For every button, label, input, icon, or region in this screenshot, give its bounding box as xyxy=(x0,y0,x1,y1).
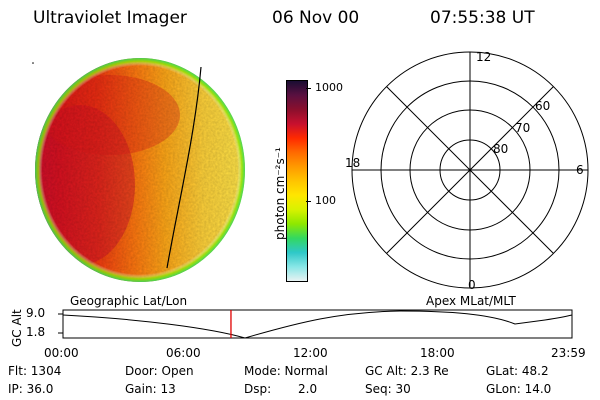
lat-label-80: 80 xyxy=(493,142,508,156)
info-gcalt: GC Alt: 2.3 Re xyxy=(365,364,449,378)
info-ip: IP: 36.0 xyxy=(8,382,54,396)
timeline-right-title: Apex MLat/MLT xyxy=(426,294,516,308)
info-dsp-value: 2.0 xyxy=(298,382,318,396)
info-door: Door: Open xyxy=(125,364,194,378)
mlt-label-0: 0 xyxy=(468,278,476,292)
observation-time: 07:55:38 UT xyxy=(430,8,535,28)
auroral-image xyxy=(32,58,245,282)
info-glat: GLat: 48.2 xyxy=(486,364,549,378)
timeline-ytick-1_8: 1.8 xyxy=(26,325,46,339)
terminator-line xyxy=(166,66,202,269)
colorbar-label-100: 100 xyxy=(315,194,336,207)
info-seq: Seq: 30 xyxy=(365,382,411,396)
instrument-title: Ultraviolet Imager xyxy=(33,8,187,28)
timeline-xtick-3: 18:00 xyxy=(420,346,455,360)
mlt-label-6: 6 xyxy=(576,163,584,177)
info-mode: Mode: Normal xyxy=(244,364,328,378)
polar-grid: 12 6 0 18 60 70 80 xyxy=(345,50,589,292)
info-glon: GLon: 14.0 xyxy=(486,382,552,396)
info-gain: Gain: 13 xyxy=(125,382,176,396)
colorbar xyxy=(286,80,308,282)
timeline-ytick-9: 9.0 xyxy=(26,306,46,320)
timeline-frame xyxy=(62,309,573,339)
altitude-timeline xyxy=(58,309,573,339)
timeline-xtick-1: 06:00 xyxy=(166,346,201,360)
mlt-label-18: 18 xyxy=(345,156,360,170)
timeline-xtick-4: 23:59 xyxy=(551,346,586,360)
lat-label-70: 70 xyxy=(515,121,530,135)
timeline-xtick-2: 12:00 xyxy=(293,346,328,360)
mlt-label-12: 12 xyxy=(476,50,491,64)
info-flt: Flt: 1304 xyxy=(8,364,62,378)
timeline-left-title: Geographic Lat/Lon xyxy=(70,294,188,308)
timeline-xtick-0: 00:00 xyxy=(44,346,79,360)
colorbar-label-1000: 1000 xyxy=(315,81,343,94)
colorbar-tick-100 xyxy=(306,201,311,202)
altitude-curve xyxy=(62,310,573,339)
observation-date: 06 Nov 00 xyxy=(272,8,360,28)
info-dsp-label: Dsp: xyxy=(244,382,272,396)
colorbar-unit: photon cm⁻²s⁻¹ xyxy=(273,147,287,240)
lat-label-60: 60 xyxy=(535,99,550,113)
colorbar-tick-1000 xyxy=(306,88,311,89)
